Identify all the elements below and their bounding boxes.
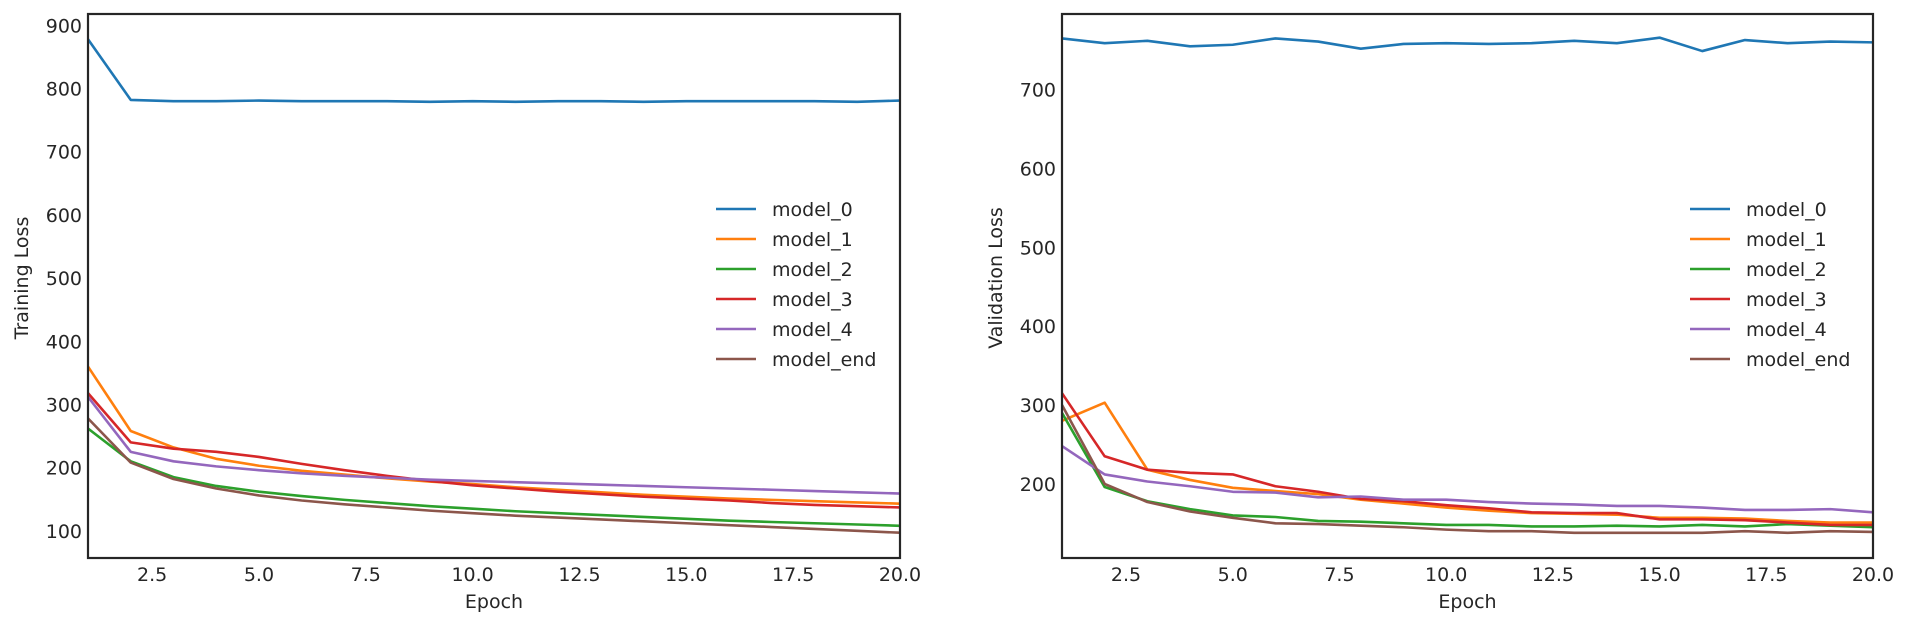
training-loss-chart: 2.5 5.0 7.5 10.0 12.5 15.0 17.5 20.0 100 200 300 40… [11, 12, 921, 613]
validation-legend-label-model-3: model_3 [1746, 289, 1827, 311]
validation-x-tick-label: 12.5 [1532, 564, 1574, 586]
validation-y-tick-label: 200 [1020, 474, 1056, 496]
training-series-line-model-4 [88, 396, 900, 495]
training-y-tick-label: 500 [46, 268, 82, 290]
training-y-tick-label: 200 [46, 458, 82, 480]
validation-x-tick-label: 7.5 [1324, 564, 1354, 586]
validation-loss-chart: 2.5 5.0 7.5 10.0 12.5 15.0 17.5 20.0 200 300 400 50… [985, 12, 1894, 613]
training-y-tick-label: 300 [46, 394, 82, 416]
validation-y-tick-label: 600 [1020, 159, 1056, 181]
validation-legend-label-model-0: model_0 [1746, 199, 1827, 221]
validation-y-tick-label: 700 [1020, 80, 1056, 102]
training-series-line-model-end [88, 417, 900, 535]
validation-series-line-model-0 [1062, 36, 1873, 53]
training-x-tick-label: 12.5 [558, 564, 600, 586]
validation-y-tick-label: 300 [1020, 395, 1056, 417]
training-y-axis-label: Training Loss [11, 217, 33, 341]
validation-x-axis-label: Epoch [1438, 591, 1496, 613]
validation-x-tick-label: 17.5 [1745, 564, 1787, 586]
training-y-tick-label: 700 [46, 142, 82, 164]
training-y-tick-label: 600 [46, 205, 82, 227]
validation-legend-label-model-end: model_end [1746, 349, 1850, 371]
training-series-line-model-3 [88, 392, 900, 509]
validation-legend: model_0 model_1 model_2 model_3 model_4model… [1690, 199, 1850, 371]
training-legend-label-model-2: model_2 [772, 259, 853, 281]
training-x-tick-label: 2.5 [137, 564, 167, 586]
training-legend-label-model-0: model_0 [772, 199, 853, 221]
training-x-axis-label: Epoch [465, 591, 523, 613]
training-axes-frame [86, 12, 902, 560]
validation-series-line-model-1 [1062, 401, 1873, 524]
training-legend-label-model-end: model_end [772, 349, 876, 371]
training-legend-label-model-1: model_1 [772, 229, 853, 251]
validation-x-tick-label: 2.5 [1111, 564, 1141, 586]
training-legend-label-model-4: model_4 [772, 319, 853, 341]
validation-series-line-model-2 [1062, 412, 1873, 529]
validation-y-tick-label: 400 [1020, 316, 1056, 338]
validation-axes-frame [1060, 12, 1875, 560]
validation-series-line-model-3 [1062, 392, 1873, 527]
validation-x-tick-label: 20.0 [1852, 564, 1894, 586]
training-legend: model_0 model_1 model_2 model_3 model_4model… [716, 199, 876, 371]
validation-x-tick-label: 15.0 [1638, 564, 1680, 586]
validation-series-line-model-4 [1062, 444, 1873, 514]
training-y-tick-label: 400 [46, 331, 82, 353]
training-legend-label-model-3: model_3 [772, 289, 853, 311]
training-x-tick-label: 7.5 [351, 564, 381, 586]
training-y-tick-label: 900 [46, 15, 82, 37]
training-x-tick-label: 5.0 [244, 564, 274, 586]
validation-y-axis-label: Validation Loss [985, 207, 1007, 349]
training-y-tick-label: 100 [46, 521, 82, 543]
training-x-tick-label: 10.0 [451, 564, 493, 586]
validation-legend-label-model-4: model_4 [1746, 319, 1827, 341]
validation-x-tick-label: 5.0 [1218, 564, 1248, 586]
validation-series-line-model-end [1062, 404, 1873, 535]
training-x-tick-label: 17.5 [772, 564, 814, 586]
validation-legend-label-model-1: model_1 [1746, 229, 1827, 251]
validation-y-tick-label: 500 [1020, 237, 1056, 259]
training-x-tick-label: 15.0 [665, 564, 707, 586]
training-series-line-model-2 [88, 427, 900, 528]
training-y-tick-label: 800 [46, 79, 82, 101]
training-series-line-model-0 [88, 38, 900, 104]
training-x-tick-label: 20.0 [879, 564, 921, 586]
validation-legend-label-model-2: model_2 [1746, 259, 1827, 281]
validation-x-tick-label: 10.0 [1425, 564, 1467, 586]
